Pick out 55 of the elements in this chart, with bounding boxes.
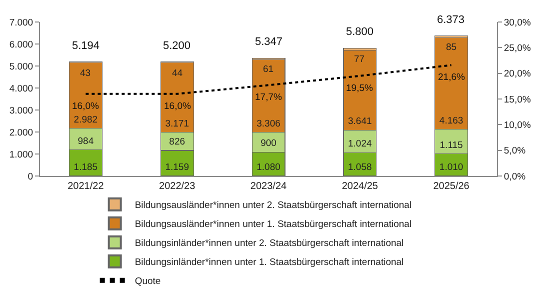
y-tick-label: 3.000 xyxy=(9,105,34,116)
y2-tick-label: 20,0% xyxy=(504,68,532,80)
total-label: 5.200 xyxy=(163,40,191,52)
data-label: 1.115 xyxy=(440,140,463,151)
y-tick-label: 7.000 xyxy=(9,17,34,28)
x-tick-label: 2021/22 xyxy=(68,181,104,192)
data-label: 3.171 xyxy=(165,118,189,130)
x-tick-label: 2024/25 xyxy=(342,181,378,192)
y2-tick-label: 0,0% xyxy=(504,171,526,182)
data-label: 61 xyxy=(263,64,274,75)
data-label: 1.159 xyxy=(165,162,189,173)
data-label: 3.306 xyxy=(256,118,280,130)
y-tick-label: 5.000 xyxy=(9,61,34,72)
total-label: 6.373 xyxy=(437,14,465,26)
x-tick-label: 2023/24 xyxy=(250,181,288,192)
legend-label: Quote xyxy=(134,276,161,288)
data-label: 1.185 xyxy=(74,162,98,173)
total-label: 5.347 xyxy=(255,36,283,48)
data-label: 984 xyxy=(78,136,94,147)
y-tick-label: 2.000 xyxy=(9,127,34,138)
legend-label: Bildungsinländer*innen unter 1. Staatsbürgerschaft international xyxy=(134,257,404,268)
legend-label: Bildungsausländer*innen unter 2. Staatsbürgerschaft international xyxy=(134,200,412,212)
data-label: 826 xyxy=(169,136,186,148)
data-label: 1.010 xyxy=(439,162,464,173)
data-label: 16,0% xyxy=(72,101,100,112)
data-label: 900 xyxy=(260,138,276,150)
total-label: 5.194 xyxy=(72,40,100,52)
data-label: 1.024 xyxy=(348,138,372,150)
data-label: 1.058 xyxy=(348,162,372,173)
y2-tick-label: 10,0% xyxy=(504,120,532,131)
y2-tick-label: 30,0% xyxy=(504,17,532,28)
x-tick-label: 2022/23 xyxy=(159,181,196,192)
data-label: 19,5% xyxy=(346,83,374,94)
data-label: 43 xyxy=(80,68,91,79)
legend-label: Bildungsinländer*innen unter 2. Staatsbürgerschaft international xyxy=(134,238,404,250)
y-tick-label: 4.000 xyxy=(9,83,34,94)
data-label: 85 xyxy=(446,42,457,53)
x-tick-label: 2025/26 xyxy=(433,181,470,192)
y2-tick-label: 5,0% xyxy=(504,146,526,157)
total-label: 5.800 xyxy=(346,26,374,38)
data-label: 16,0% xyxy=(164,101,192,112)
data-label: 21,6% xyxy=(438,72,466,83)
data-label: 4.163 xyxy=(439,115,464,126)
data-label: 77 xyxy=(354,54,365,65)
data-label: 17,7% xyxy=(255,92,282,103)
y-tick-label: 6.000 xyxy=(9,39,34,50)
y-tick-label: 0 xyxy=(28,171,34,182)
y2-tick-label: 15,0% xyxy=(504,94,532,106)
data-label: 1.080 xyxy=(256,162,280,173)
y2-tick-label: 25,0% xyxy=(504,42,532,54)
legend-label: Bildungsausländer*innen unter 1. Staatsbürgerschaft international xyxy=(134,219,412,230)
data-label: 2.982 xyxy=(74,114,98,126)
data-label: 44 xyxy=(172,68,183,79)
data-label: 3.641 xyxy=(348,116,372,128)
y-tick-label: 1.000 xyxy=(9,149,34,160)
